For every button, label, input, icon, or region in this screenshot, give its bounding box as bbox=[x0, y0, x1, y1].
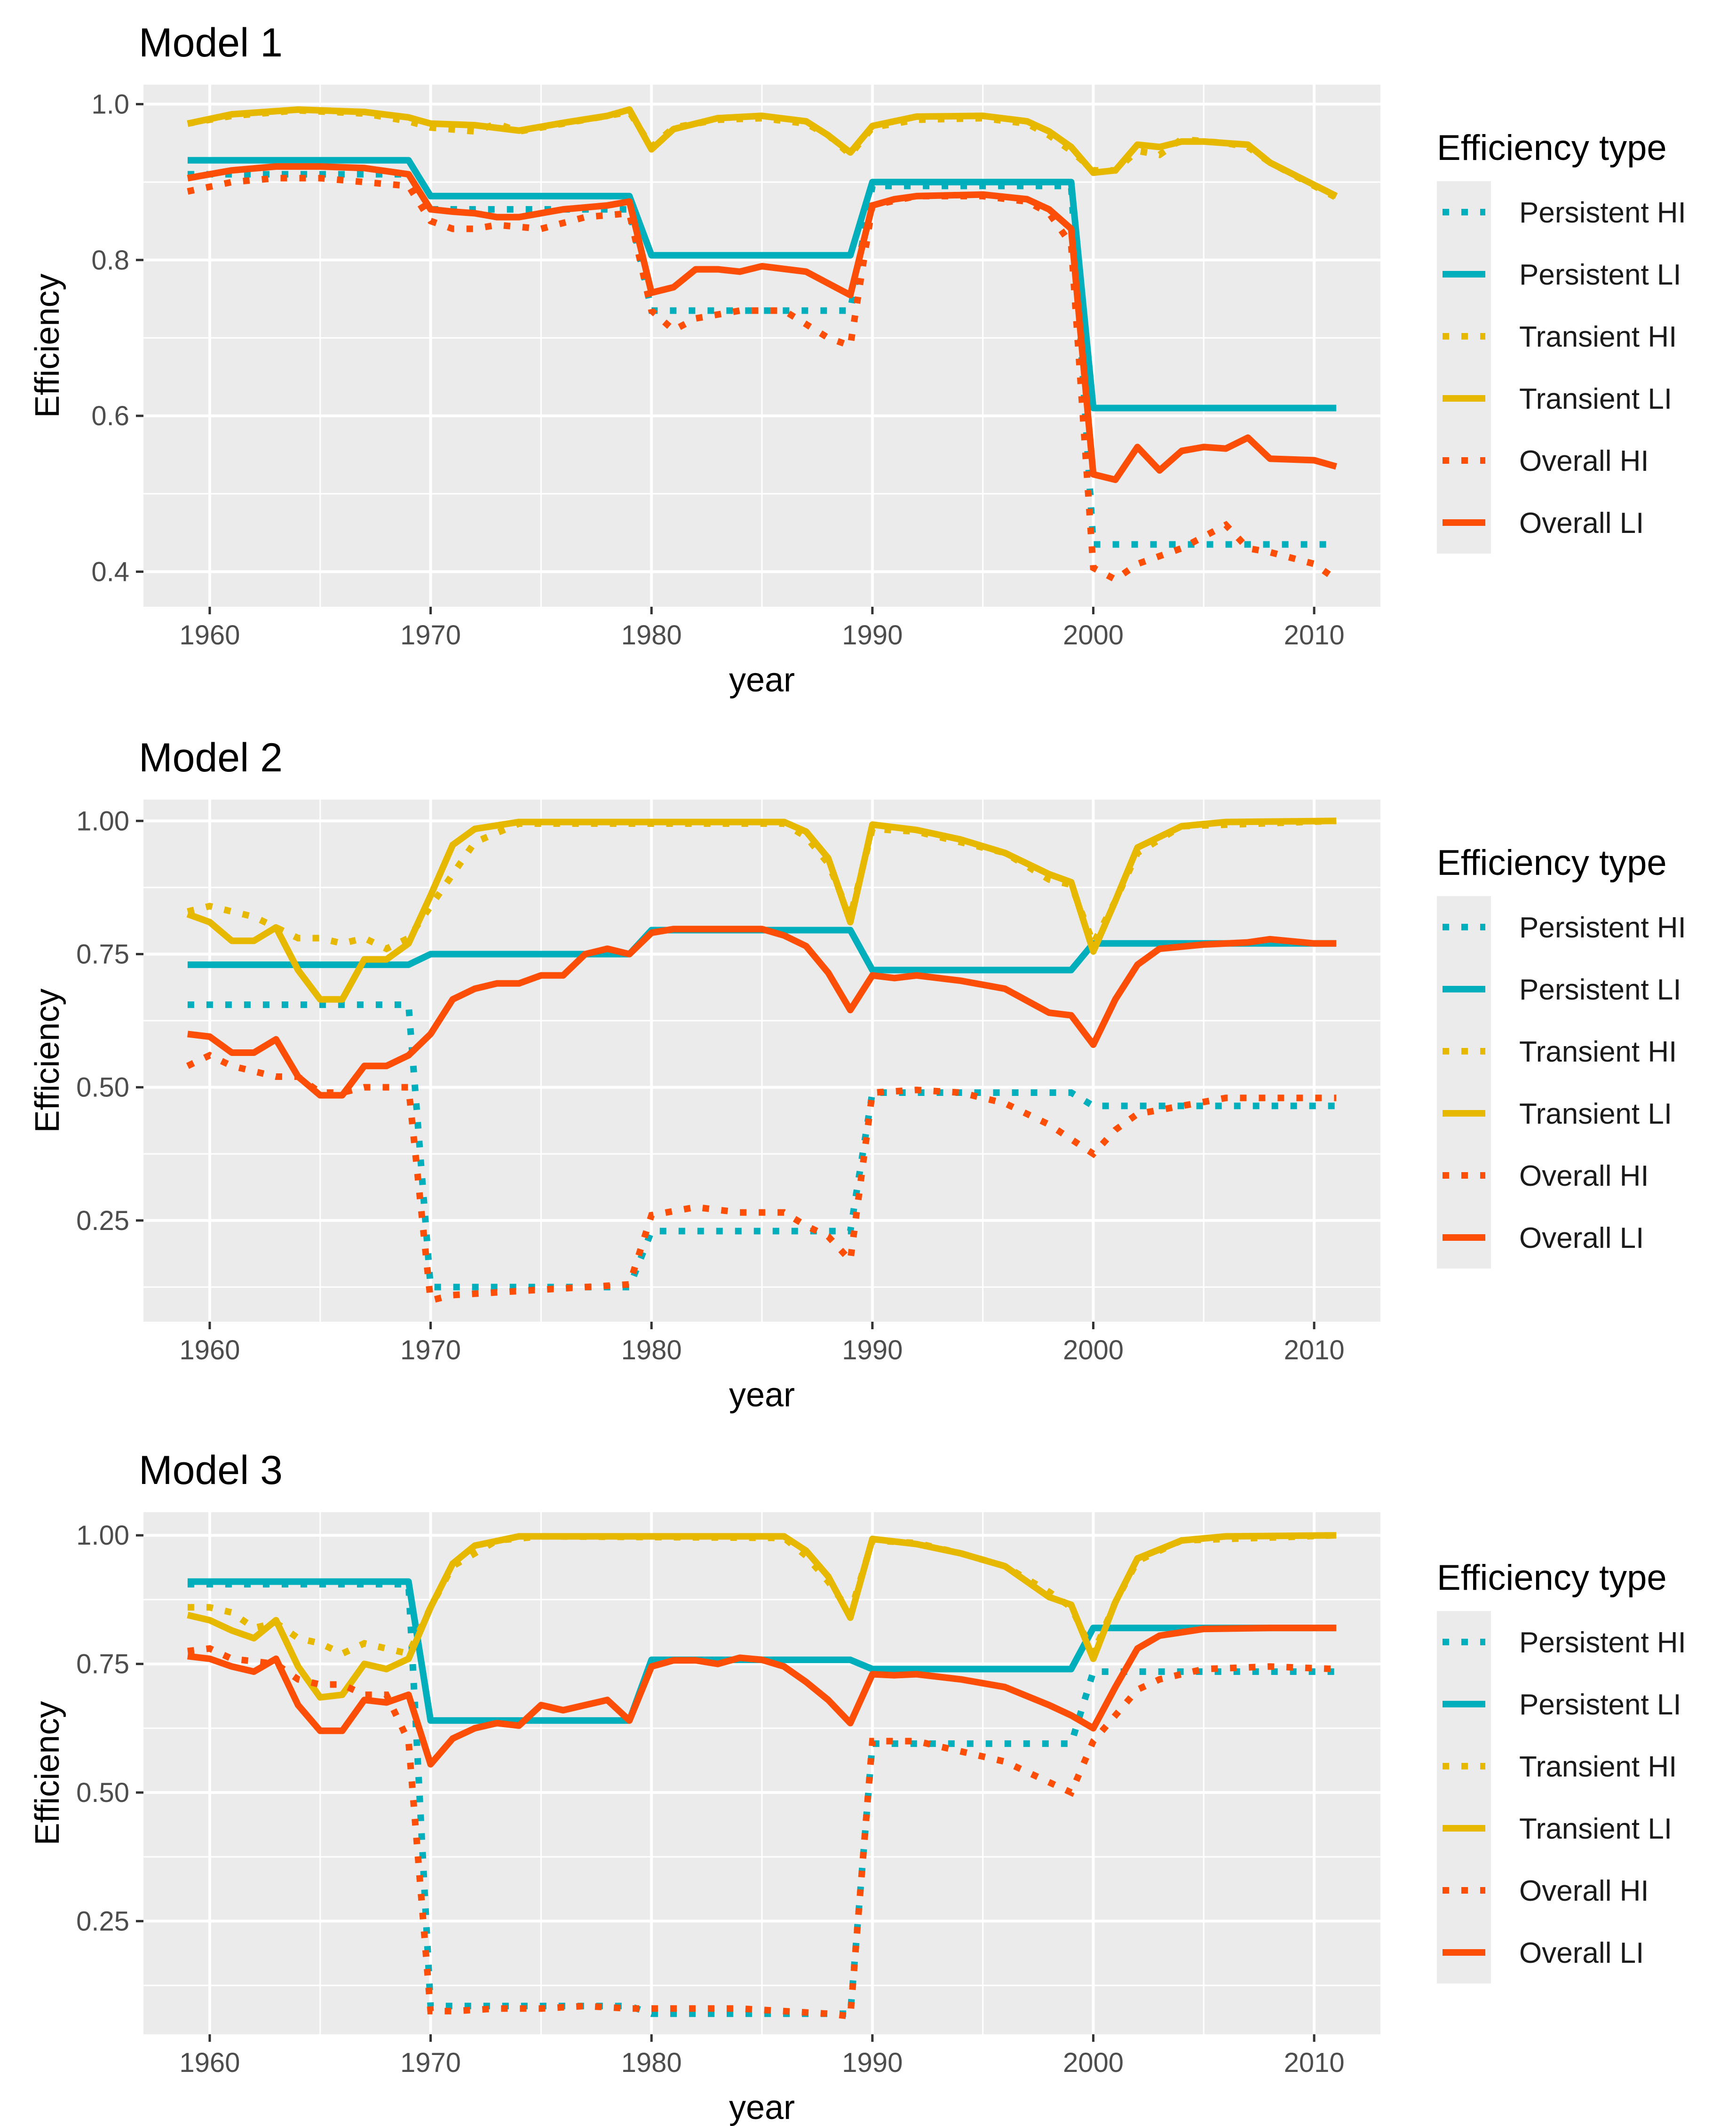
y-tick-label: 1.00 bbox=[76, 806, 129, 836]
y-tick-label: 0.75 bbox=[76, 939, 129, 969]
legend-label: Transient HI bbox=[1519, 321, 1677, 353]
legend: Efficiency type Persistent HI Persistent L… bbox=[1437, 128, 1686, 554]
x-tick-label: 2000 bbox=[1063, 620, 1124, 650]
legend-label: Persistent HI bbox=[1519, 197, 1686, 229]
y-axis-label: Efficiency bbox=[29, 989, 66, 1133]
series-line-overall-li bbox=[187, 163, 1338, 483]
series-line-transient-li bbox=[187, 106, 1338, 199]
x-tick-label: 1960 bbox=[179, 1335, 240, 1365]
panel-title: Model 2 bbox=[139, 735, 283, 780]
y-tick-label: 0.75 bbox=[76, 1649, 129, 1680]
legend-label: Transient HI bbox=[1519, 1036, 1677, 1068]
x-tick-label: 2010 bbox=[1284, 620, 1345, 650]
series-line-overall-li bbox=[187, 1625, 1337, 1768]
legend-label: Overall LI bbox=[1519, 507, 1644, 539]
series-line-persistent-hi bbox=[187, 171, 1337, 548]
x-tick-label: 1990 bbox=[842, 2047, 903, 2078]
x-tick-label: 2000 bbox=[1063, 2047, 1124, 2078]
legend-label: Transient LI bbox=[1519, 1813, 1672, 1845]
x-tick-label: 2000 bbox=[1063, 1335, 1124, 1365]
legend-key-background bbox=[1437, 1611, 1491, 1983]
x-tick-label: 1970 bbox=[400, 1335, 461, 1365]
legend-label: Overall HI bbox=[1519, 1875, 1649, 1907]
series-line-transient-li bbox=[187, 1532, 1337, 1701]
x-tick-label: 1980 bbox=[621, 620, 682, 650]
legend-label: Persistent HI bbox=[1519, 912, 1686, 944]
legend-label: Persistent LI bbox=[1519, 1689, 1681, 1721]
legend-label: Overall HI bbox=[1519, 1160, 1649, 1192]
series-line-persistent-li bbox=[187, 157, 1337, 412]
legend-label: Persistent HI bbox=[1519, 1626, 1686, 1659]
x-tick-label: 1990 bbox=[842, 620, 903, 650]
y-tick-label: 0.50 bbox=[76, 1072, 129, 1103]
x-tick-label: 1960 bbox=[179, 2047, 240, 2078]
legend-label: Transient HI bbox=[1519, 1751, 1677, 1783]
legend-title: Efficiency type bbox=[1437, 128, 1667, 168]
y-axis-label: Efficiency bbox=[29, 1701, 66, 1846]
x-tick-label: 1990 bbox=[842, 1335, 903, 1365]
series-line-transient-li bbox=[186, 817, 1337, 1003]
chart-panel-3: 1960 1970 1980 1990 2000 2010 0.25 0.50 0.75 1.00… bbox=[29, 1448, 1686, 2126]
legend-title: Efficiency type bbox=[1437, 1558, 1667, 1598]
legend-key-background bbox=[1437, 181, 1491, 554]
x-axis-label: year bbox=[729, 661, 795, 699]
x-tick-label: 2010 bbox=[1284, 2047, 1345, 2078]
series-line-overall-li bbox=[187, 926, 1337, 1099]
panel-title: Model 1 bbox=[139, 20, 283, 65]
y-tick-label: 0.4 bbox=[91, 556, 129, 587]
y-axis-label: Efficiency bbox=[29, 274, 66, 418]
series-line-overall-hi bbox=[187, 1645, 1337, 2020]
y-tick-label: 0.50 bbox=[76, 1777, 129, 1808]
y-tick-label: 1.00 bbox=[76, 1520, 129, 1551]
legend-label: Transient LI bbox=[1519, 383, 1672, 415]
x-tick-label: 1980 bbox=[621, 2047, 682, 2078]
y-tick-label: 0.25 bbox=[76, 1906, 129, 1936]
series-line-overall-hi bbox=[187, 175, 1339, 584]
legend-label: Persistent LI bbox=[1519, 259, 1681, 291]
x-tick-label: 1970 bbox=[400, 620, 461, 650]
legend-label: Overall LI bbox=[1519, 1222, 1644, 1254]
x-tick-label: 1970 bbox=[400, 2047, 461, 2078]
series-line-transient-hi bbox=[187, 107, 1338, 201]
x-tick-label: 2010 bbox=[1284, 1335, 1345, 1365]
y-tick-label: 0.6 bbox=[91, 401, 129, 431]
panel-title: Model 3 bbox=[139, 1448, 283, 1493]
x-tick-label: 1960 bbox=[179, 620, 240, 650]
x-axis-label: year bbox=[729, 1376, 795, 1414]
x-axis-label: year bbox=[729, 2089, 795, 2126]
legend-label: Transient LI bbox=[1519, 1098, 1672, 1130]
legend: Efficiency type Persistent HI Persistent L… bbox=[1437, 1558, 1686, 1983]
legend-label: Overall HI bbox=[1519, 445, 1649, 477]
y-tick-label: 0.8 bbox=[91, 245, 129, 276]
chart-panel-1: 1960 1970 1980 1990 2000 2010 0.4 0.6 0.8 1.0 Mode… bbox=[29, 20, 1686, 699]
y-tick-label: 1.0 bbox=[91, 89, 129, 119]
legend: Efficiency type Persistent HI Persistent L… bbox=[1437, 843, 1686, 1269]
legend-title: Efficiency type bbox=[1437, 843, 1667, 883]
legend-label: Persistent LI bbox=[1519, 974, 1681, 1006]
legend-key-background bbox=[1437, 896, 1491, 1269]
y-tick-label: 0.25 bbox=[76, 1206, 129, 1236]
chart-panel-2: 1960 1970 1980 1990 2000 2010 0.25 0.50 0.75 1.00… bbox=[29, 735, 1686, 1414]
x-tick-label: 1980 bbox=[621, 1335, 682, 1365]
series-line-persistent-hi bbox=[187, 1581, 1337, 2017]
legend-label: Overall LI bbox=[1519, 1937, 1644, 1969]
series-line-persistent-hi bbox=[187, 1001, 1337, 1291]
